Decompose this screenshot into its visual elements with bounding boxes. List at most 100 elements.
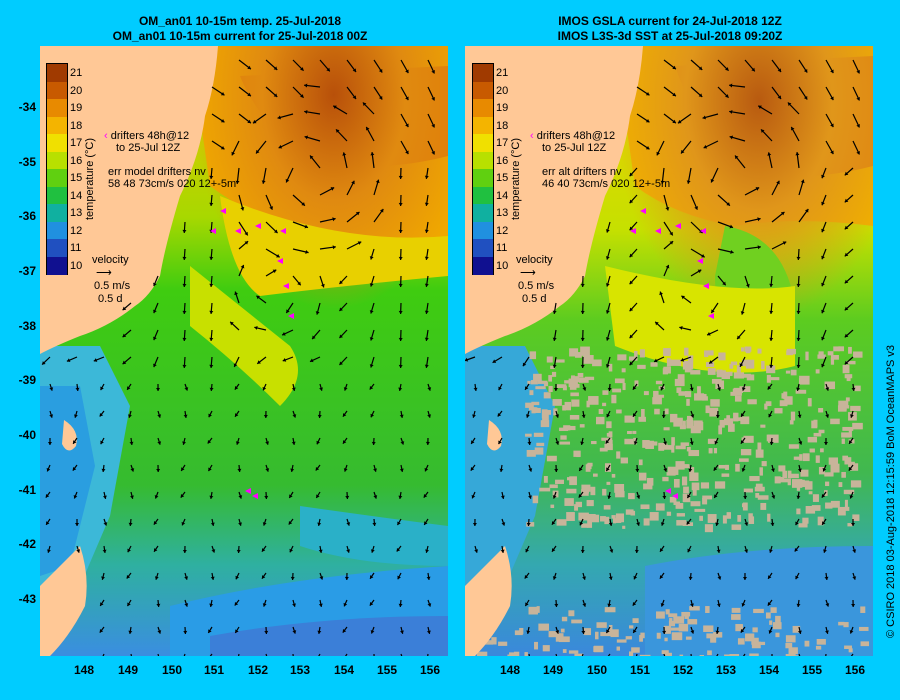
current-vector-head xyxy=(607,495,612,499)
current-vector-head xyxy=(345,495,350,499)
current-vector-head xyxy=(220,145,225,150)
current-vector-head xyxy=(741,468,746,472)
cloud-patch xyxy=(639,634,643,642)
drifter-marker xyxy=(703,283,709,289)
longitude-tick: 155 xyxy=(801,663,823,677)
velocity-key-arrow-icon: ⟶ xyxy=(520,267,536,279)
colorbar-tick-label: 16 xyxy=(70,154,83,167)
current-vector-head xyxy=(369,256,374,260)
cloud-patch xyxy=(558,636,570,643)
cloud-patch xyxy=(552,399,562,406)
cloud-patch xyxy=(742,373,751,378)
current-vector-head xyxy=(787,102,792,107)
current-vector-head xyxy=(346,549,351,553)
cloud-patch xyxy=(527,380,531,385)
drifter-marker xyxy=(665,488,671,494)
current-vector-head xyxy=(209,310,214,314)
colorbar-swatch xyxy=(473,204,493,222)
current-vector-head xyxy=(99,412,104,417)
cloud-patch xyxy=(625,636,632,640)
cloud-patch xyxy=(680,442,689,446)
current-vector-head xyxy=(318,549,323,553)
cloud-patch xyxy=(860,641,870,647)
current-vector-head xyxy=(698,93,703,97)
cloud-patch xyxy=(548,385,553,392)
current-vector-head xyxy=(525,386,529,390)
current-vector-head xyxy=(580,283,585,287)
latitude-tick: -41 xyxy=(18,483,36,497)
drifter-marker xyxy=(700,228,706,234)
cloud-patch xyxy=(562,649,567,653)
cloud-patch xyxy=(759,467,763,476)
cloud-patch xyxy=(662,368,668,375)
cloud-patch xyxy=(556,519,567,526)
cloud-patch xyxy=(669,618,673,622)
current-vector xyxy=(318,653,321,656)
latitude-tick: -39 xyxy=(18,373,36,387)
current-vector xyxy=(183,653,186,656)
colorbar-swatch xyxy=(47,99,67,117)
current-vector-head xyxy=(370,413,375,418)
current-vector-head xyxy=(397,575,401,580)
cloud-patch xyxy=(643,391,649,396)
current-vector-head xyxy=(292,603,296,607)
cloud-patch xyxy=(788,444,799,449)
cloud-patch xyxy=(745,633,755,642)
left-velocity-key: velocity ⟶ 0.5 m/s 0.5 d xyxy=(92,254,130,306)
left-drifter-tracks xyxy=(210,208,294,499)
cloud-patch xyxy=(684,611,689,619)
current-vector-head xyxy=(431,123,435,128)
current-vector-head xyxy=(332,217,336,222)
cloud-patch xyxy=(733,372,745,379)
cloud-patch xyxy=(747,399,757,405)
current-vector xyxy=(345,653,348,656)
cloud-patch xyxy=(741,359,749,365)
cloud-patch xyxy=(847,523,853,527)
cloud-patch xyxy=(586,500,594,507)
colorbar-tick-label: 19 xyxy=(70,102,83,114)
current-vector-head xyxy=(153,309,157,314)
cloud-patch xyxy=(665,609,670,615)
current-vector-head xyxy=(263,414,268,418)
cloud-patch xyxy=(667,466,679,475)
current-vector-head xyxy=(800,179,805,184)
cloud-patch xyxy=(688,450,700,457)
cloud-patch xyxy=(509,652,517,656)
left-panel-title: OM_an01 10-15m temp. 25-Jul-2018 OM_an01… xyxy=(30,14,450,44)
longitude-tick: 154 xyxy=(758,663,780,677)
cloud-patch xyxy=(721,473,730,477)
cloud-patch xyxy=(815,455,820,463)
cloud-patch xyxy=(624,415,635,423)
current-vector-head xyxy=(317,522,322,526)
cloud-patch xyxy=(568,650,579,654)
current-vector-head xyxy=(312,335,316,340)
current-vector-head xyxy=(400,441,405,445)
current-vector-head xyxy=(688,468,693,472)
current-vector-head xyxy=(471,440,475,444)
cloud-patch xyxy=(655,503,665,511)
current-vector-head xyxy=(342,152,347,156)
current-vector-head xyxy=(300,67,304,71)
current-vector-head xyxy=(424,337,429,341)
current-vector-head xyxy=(755,187,760,191)
cloud-patch xyxy=(723,418,734,426)
current-vector-head xyxy=(209,364,214,368)
current-vector-head xyxy=(767,152,772,156)
current-vector-head xyxy=(273,93,278,97)
colorbar-swatch xyxy=(473,116,493,135)
current-vector-head xyxy=(247,65,251,70)
cloud-patch xyxy=(781,393,786,399)
cloud-patch xyxy=(798,523,808,528)
cloud-patch xyxy=(700,482,710,489)
current-vector-head xyxy=(46,467,51,472)
current-vector-head xyxy=(715,630,720,634)
current-vector-head xyxy=(378,68,383,73)
cloud-patch xyxy=(627,430,632,435)
cloud-patch xyxy=(569,476,577,486)
current-vector-head xyxy=(555,414,560,418)
cloud-patch xyxy=(716,372,724,378)
cloud-patch xyxy=(577,372,584,378)
cloud-patch xyxy=(740,449,752,456)
cloud-patch xyxy=(682,360,694,370)
cloud-patch xyxy=(606,421,612,429)
